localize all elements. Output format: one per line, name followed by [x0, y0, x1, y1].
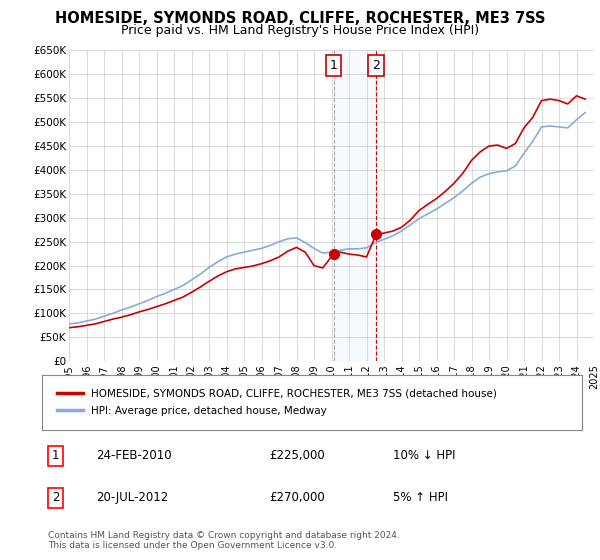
Text: £225,000: £225,000 — [269, 449, 325, 463]
Text: 1: 1 — [330, 59, 338, 72]
Text: 2: 2 — [372, 59, 380, 72]
Text: 10% ↓ HPI: 10% ↓ HPI — [393, 449, 455, 463]
Text: 5% ↑ HPI: 5% ↑ HPI — [393, 491, 448, 504]
Bar — [334, 50, 376, 361]
Text: 24-FEB-2010: 24-FEB-2010 — [96, 449, 172, 463]
Text: £270,000: £270,000 — [269, 491, 325, 504]
Text: Price paid vs. HM Land Registry's House Price Index (HPI): Price paid vs. HM Land Registry's House … — [121, 24, 479, 37]
Text: 1: 1 — [52, 449, 59, 463]
Text: 20-JUL-2012: 20-JUL-2012 — [96, 491, 168, 504]
Legend: HOMESIDE, SYMONDS ROAD, CLIFFE, ROCHESTER, ME3 7SS (detached house), HPI: Averag: HOMESIDE, SYMONDS ROAD, CLIFFE, ROCHESTE… — [53, 384, 501, 420]
Text: Contains HM Land Registry data © Crown copyright and database right 2024.
This d: Contains HM Land Registry data © Crown c… — [48, 531, 400, 550]
Text: 2: 2 — [52, 491, 59, 504]
Text: HOMESIDE, SYMONDS ROAD, CLIFFE, ROCHESTER, ME3 7SS: HOMESIDE, SYMONDS ROAD, CLIFFE, ROCHESTE… — [55, 11, 545, 26]
